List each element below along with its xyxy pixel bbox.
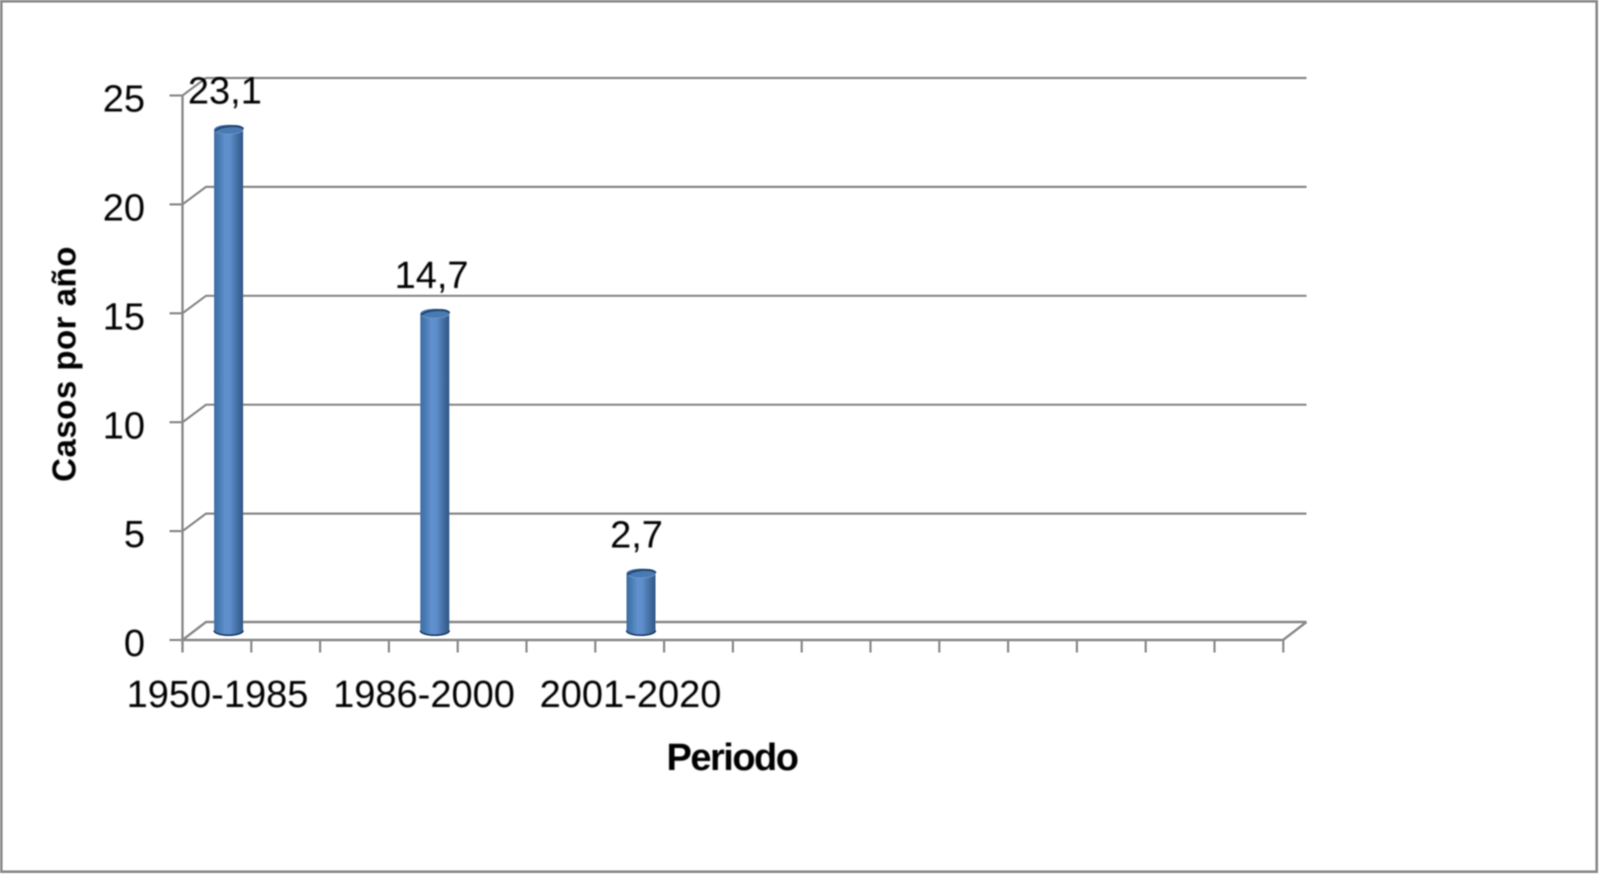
svg-text:15: 15 (103, 296, 145, 338)
svg-text:10: 10 (103, 405, 145, 447)
svg-text:20: 20 (103, 188, 145, 230)
svg-text:2,7: 2,7 (610, 514, 663, 556)
svg-text:0: 0 (124, 623, 145, 665)
svg-text:1950-1985: 1950-1985 (127, 674, 309, 716)
svg-text:23,1: 23,1 (188, 71, 262, 113)
svg-text:25: 25 (103, 79, 145, 121)
svg-text:2001-2020: 2001-2020 (540, 674, 722, 716)
svg-text:Periodo: Periodo (667, 737, 798, 779)
svg-text:5: 5 (124, 514, 145, 556)
svg-text:Casos por año: Casos por año (46, 246, 83, 482)
svg-text:1986-2000: 1986-2000 (333, 674, 515, 716)
svg-text:14,7: 14,7 (395, 255, 469, 297)
